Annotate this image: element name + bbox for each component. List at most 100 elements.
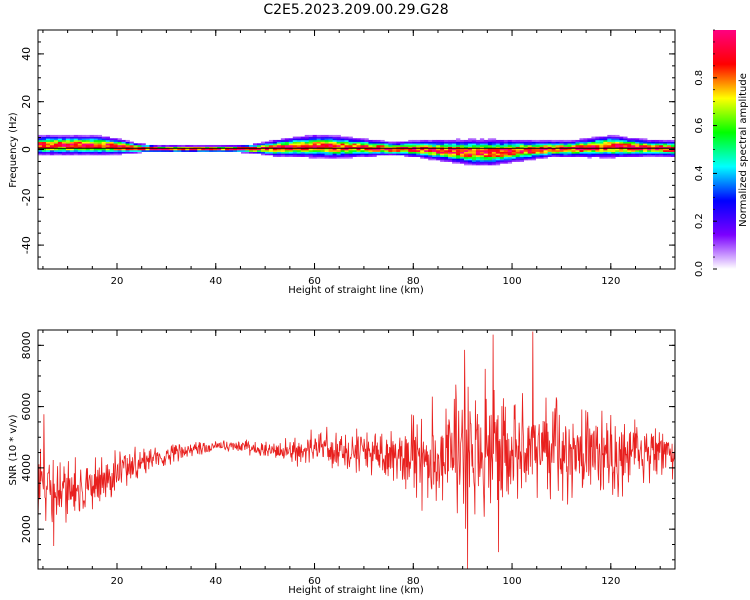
spectrogram-cell xyxy=(615,136,620,139)
spectrogram-cell xyxy=(356,141,361,144)
spectrogram-cell xyxy=(61,144,67,147)
spectrogram-cell xyxy=(436,148,441,151)
spectrogram-cell xyxy=(515,158,521,161)
spectrogram-cell xyxy=(400,151,405,154)
spectrogram-cell xyxy=(296,144,302,147)
spectrogram-cell xyxy=(352,143,357,146)
spectrogram-cell xyxy=(292,154,298,157)
spectrogram-cell xyxy=(360,141,365,144)
spectrogram-cell xyxy=(428,154,433,157)
spectrogram-cell xyxy=(372,149,377,152)
spectrogram-cell xyxy=(241,146,246,149)
spectrogram-cell xyxy=(659,143,664,146)
spectrogram-cell xyxy=(487,154,493,157)
spectrogram-cell xyxy=(121,139,126,142)
spectrogram-cell xyxy=(368,139,373,142)
spectrogram-cell xyxy=(639,138,644,141)
spectrogram-cell xyxy=(300,141,306,144)
spectrogram-cell xyxy=(491,154,497,157)
spectrogram-cell xyxy=(400,148,405,151)
spectrogram-cell xyxy=(475,144,481,147)
spectrogram-cell xyxy=(73,144,79,147)
spectrogram-cell xyxy=(245,144,250,147)
spectrogram-cell xyxy=(193,149,198,152)
spectrogram-cell xyxy=(161,148,166,151)
spectrogram-cell xyxy=(69,141,75,144)
spectrogram-cell xyxy=(57,146,63,149)
spectrogram-cell xyxy=(456,158,461,161)
spectrogram-cell xyxy=(611,148,616,151)
spectrogram-cell xyxy=(209,149,214,152)
spectrogram-cell xyxy=(101,141,106,144)
spectrogram-cell xyxy=(555,148,560,151)
spectrogram-cell xyxy=(463,163,469,166)
spectrogram-cell xyxy=(503,156,509,159)
spectrogram-cell xyxy=(260,149,266,152)
spectrogram-cell xyxy=(57,141,63,144)
spectrogram-cell xyxy=(595,146,600,149)
spectrogram-cell xyxy=(89,134,95,137)
spectrogram-cell xyxy=(237,144,242,147)
spectrogram-cell xyxy=(384,151,389,154)
spectrogram-cell xyxy=(583,154,588,157)
spectrogram-cell xyxy=(471,149,477,152)
spectrogram-cell xyxy=(368,151,373,154)
spectrogram-cell xyxy=(559,148,564,151)
spectrogram-cell xyxy=(53,136,59,139)
spectrogram-cell xyxy=(607,138,612,141)
spectrogram-cell xyxy=(483,153,489,156)
spectrogram-cell xyxy=(483,156,489,159)
spectrogram-cell xyxy=(38,144,43,147)
spectrogram-cell xyxy=(252,146,258,149)
spectrogram-cell xyxy=(292,149,298,152)
spectrogram-cell xyxy=(205,144,210,147)
spectrogram-cell xyxy=(523,139,528,142)
spectrogram-cell xyxy=(137,148,142,151)
spectrogram-cell xyxy=(400,149,405,152)
spectrogram-cell xyxy=(535,139,540,142)
spectrogram-cell xyxy=(332,139,337,142)
spectrogram-cell xyxy=(467,149,473,152)
spectrogram-cell xyxy=(420,144,425,147)
spectrogram-cell xyxy=(49,148,55,151)
spectrogram-cell xyxy=(264,148,270,151)
spectrogram-cell xyxy=(647,139,652,142)
spectrogram-cell xyxy=(324,144,329,147)
spectrogram-cell xyxy=(344,154,349,157)
spectrogram-cell xyxy=(364,146,369,149)
spectrogram-cell xyxy=(109,146,114,149)
spectrogram-cell xyxy=(49,144,55,147)
spectrogram-cell xyxy=(491,149,497,152)
spectrogram-cell xyxy=(607,148,612,151)
spectrogram-cell xyxy=(543,151,548,154)
spectrogram-cell xyxy=(264,153,270,156)
spectrogram-cell xyxy=(519,156,525,159)
spectrogram-cell xyxy=(189,148,194,151)
spectrogram-cell xyxy=(380,151,385,154)
spectrogram-cell xyxy=(296,143,302,146)
spectrogram-cell xyxy=(181,144,186,147)
spectrogram-cell xyxy=(81,149,87,152)
spectrogram-cell xyxy=(460,160,465,162)
spectrogram-cell xyxy=(320,134,325,137)
spectrogram-cell xyxy=(117,138,122,141)
spectrogram-cell xyxy=(57,134,63,137)
spectrogram-cell xyxy=(121,144,126,147)
spectrogram-cell xyxy=(141,146,146,149)
spectrogram-cell xyxy=(61,138,67,141)
spectrogram-cell xyxy=(519,151,525,154)
spectrogram-cell xyxy=(113,148,118,151)
spectrogram-cell xyxy=(320,148,325,151)
spectrogram-cell xyxy=(563,146,568,149)
spectrogram-cell xyxy=(527,141,532,144)
spectrogram-cell xyxy=(448,141,453,144)
spectrogram-cell xyxy=(352,139,357,142)
spectrogram-cell xyxy=(340,154,345,157)
spectrogram-cell xyxy=(452,154,457,157)
spectrogram-cell xyxy=(527,158,532,161)
spectrogram-cell xyxy=(539,153,544,156)
spectrogram-cell xyxy=(440,139,445,142)
spectrogram-cell xyxy=(101,136,106,139)
spectrogram-cell xyxy=(631,139,636,142)
spectrogram-cell xyxy=(177,146,182,149)
